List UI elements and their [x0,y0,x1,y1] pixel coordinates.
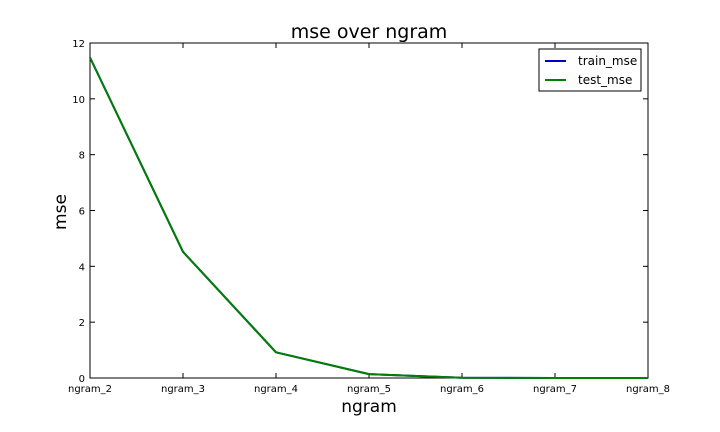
x-axis-ticks: ngram_2 ngram_3 ngram_4 ngram_5 ngram_6 ngram… [68,43,670,395]
x-axis-label: ngram [341,397,397,417]
y-tick-label: 10 [72,95,85,106]
legend: train_mse test_mse [538,48,642,92]
y-tick-label: 6 [79,207,85,218]
y-axis-label: mse [51,194,71,230]
y-axis-ticks: 0 2 4 6 8 10 12 [72,39,648,385]
legend-box [538,48,642,92]
y-tick-label: 8 [79,151,85,162]
x-tick-label: ngram_4 [254,384,298,395]
y-tick-label: 2 [79,318,85,329]
x-tick-label: ngram_6 [440,384,484,395]
y-tick-label: 0 [79,374,85,385]
legend-label-train_mse: train_mse [578,54,637,68]
legend-label-test_mse: test_mse [578,73,632,87]
y-tick-label: 4 [79,262,85,273]
x-tick-label: ngram_8 [626,384,670,395]
x-tick-label: ngram_3 [161,384,205,395]
x-tick-label: ngram_5 [347,384,391,395]
y-tick-label: 12 [72,39,85,50]
x-tick-label: ngram_2 [68,384,112,395]
series-lines [89,57,649,379]
chart-title: mse over ngram [291,21,448,43]
x-tick-label: ngram_7 [533,384,577,395]
